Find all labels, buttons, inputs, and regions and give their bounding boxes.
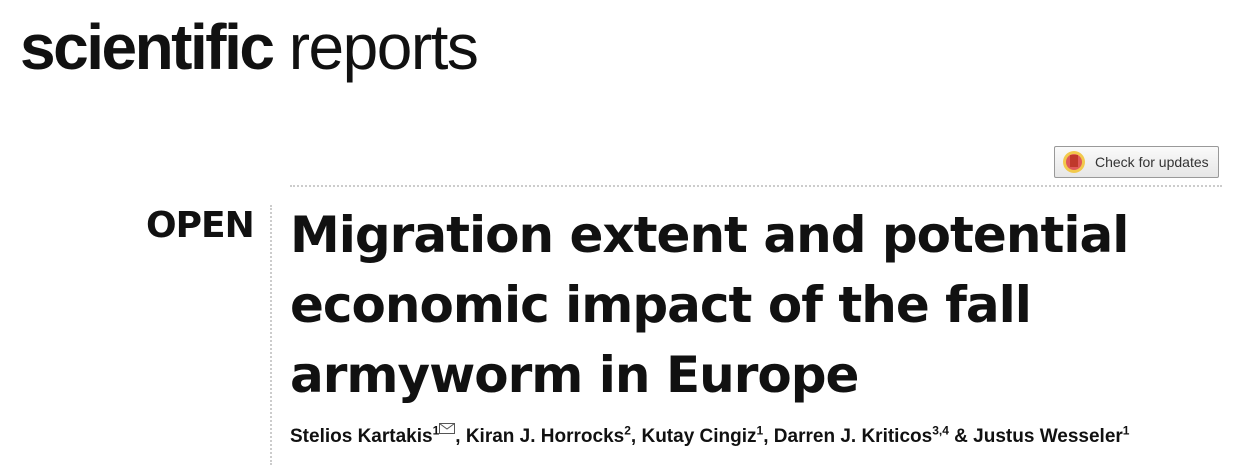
author-affiliation: 2: [624, 423, 631, 438]
journal-name-light: reports: [288, 11, 479, 83]
author-separator: ,: [455, 426, 466, 447]
author-name: Justus Wesseler: [973, 426, 1123, 447]
title-line: armyworm in Europe: [290, 346, 859, 404]
author-name: Stelios Kartakis: [290, 426, 433, 447]
author-list: Stelios Kartakis1, Kiran J. Horrocks2, K…: [290, 423, 1129, 448]
divider: [270, 205, 272, 465]
author-separator: ,: [630, 426, 642, 447]
author-affiliation: 1: [1122, 423, 1130, 438]
title-line: Migration extent and potential: [290, 206, 1129, 264]
open-access-label: OPEN: [146, 205, 255, 246]
author-affiliation: 1: [432, 423, 440, 438]
author-affiliation: 3,4: [932, 423, 949, 438]
badge-text: Check for updates: [1095, 154, 1209, 170]
author-separator: ,: [763, 426, 774, 447]
badge-icon: [1063, 151, 1085, 173]
author-name: Kiran J. Horrocks: [465, 426, 625, 447]
author-name: Kutay Cingiz: [641, 426, 757, 447]
journal-logo: scientific reports: [20, 10, 479, 84]
author-separator: &: [948, 426, 974, 447]
author-affiliation: 1: [756, 423, 764, 438]
article-title: Migration extent and potential economic i…: [290, 200, 1129, 410]
divider: [290, 185, 1222, 187]
author-name: Darren J. Kriticos: [773, 426, 933, 447]
email-icon: [439, 423, 456, 434]
title-line: economic impact of the fall: [290, 276, 1032, 334]
journal-name-bold: scientific: [20, 11, 275, 83]
check-updates-button[interactable]: Check for updates: [1054, 146, 1219, 178]
